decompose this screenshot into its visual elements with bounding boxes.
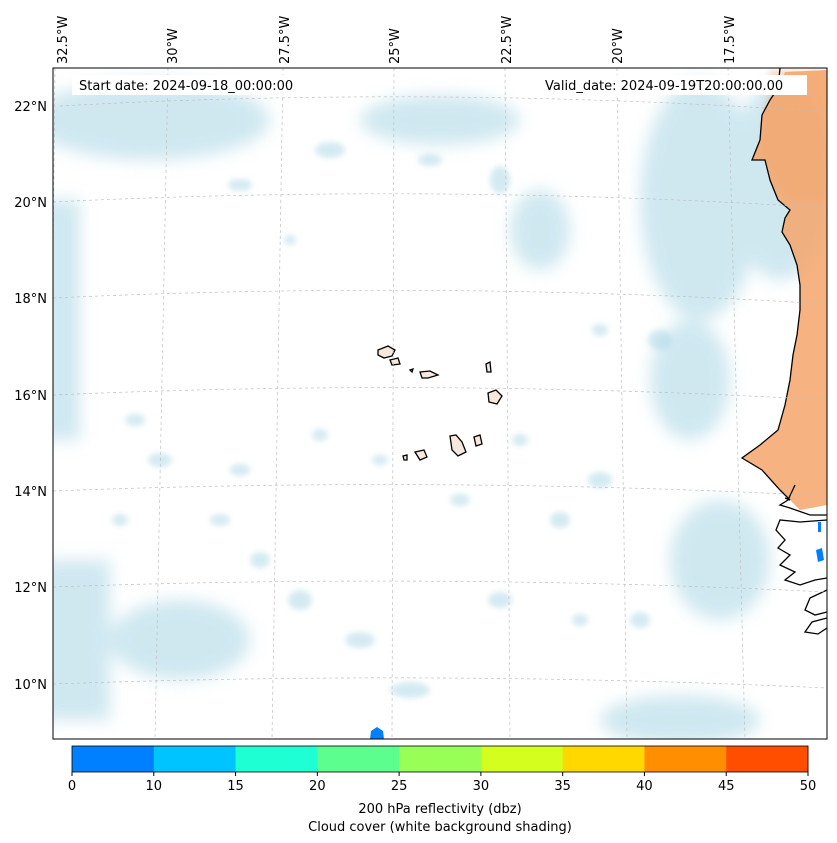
colorbar-tick-label: 25 xyxy=(391,779,408,794)
valid-date-label: Valid_date: 2024-09-19T20:00:00.00 xyxy=(545,79,783,94)
colorbar: 0 10 15 20 25 30 35 40 45 50 xyxy=(68,745,817,794)
colorbar-segment xyxy=(153,746,237,772)
longitude-labels: 32.5°W 30°W 27.5°W 25°W 22.5°W 20°W 17.5… xyxy=(56,16,738,64)
start-date-box xyxy=(72,75,318,95)
colorbar-segment xyxy=(726,746,809,772)
colorbar-segment xyxy=(562,746,645,772)
gridlines xyxy=(53,68,827,739)
lon-label: 27.5°W xyxy=(278,16,293,64)
lon-label: 32.5°W xyxy=(56,16,71,64)
lat-label: 22°N xyxy=(14,100,47,115)
colorbar-tick-label: 20 xyxy=(309,779,326,794)
map-border xyxy=(52,67,828,740)
colorbar-segment xyxy=(317,746,400,772)
lon-label: 22.5°W xyxy=(500,16,515,64)
colorbar-tick-label: 40 xyxy=(636,779,653,794)
colorbar-tick-label: 15 xyxy=(227,779,244,794)
reflectivity-blob-south xyxy=(370,727,384,739)
colorbar-segment xyxy=(235,746,318,772)
colorbar-tick-label: 10 xyxy=(146,779,163,794)
lat-label: 10°N xyxy=(14,678,47,693)
colorbar-segment xyxy=(480,746,564,772)
colorbar-sublabel: Cloud cover (white background shading) xyxy=(308,820,572,835)
colorbar-border xyxy=(71,745,809,773)
reflectivity-blob-east xyxy=(816,548,824,562)
colorbar-segment xyxy=(399,746,482,772)
lat-label: 18°N xyxy=(14,292,47,307)
colorbar-tick-label: 45 xyxy=(718,779,735,794)
colorbar-segment xyxy=(72,746,155,772)
colorbar-tick-label: 30 xyxy=(473,779,490,794)
lon-label: 20°W xyxy=(611,28,626,64)
lat-label: 16°N xyxy=(14,389,47,404)
start-date-label: Start date: 2024-09-18_00:00:00 xyxy=(79,79,293,94)
lon-label: 17.5°W xyxy=(723,16,738,64)
valid-date-box xyxy=(539,75,807,95)
colorbar-segment xyxy=(644,746,727,772)
lon-label: 25°W xyxy=(388,28,403,64)
lon-label: 30°W xyxy=(166,28,181,64)
colorbar-tick-label: 0 xyxy=(68,779,76,794)
lat-label: 14°N xyxy=(14,485,47,500)
latitude-labels: 22°N 20°N 18°N 16°N 14°N 12°N 10°N xyxy=(14,100,47,693)
colorbar-label: 200 hPa reflectivity (dbz) xyxy=(358,802,521,817)
lat-label: 12°N xyxy=(14,581,47,596)
cape-verde-islands xyxy=(377,345,503,461)
lat-label: 20°N xyxy=(14,196,47,211)
colorbar-tick-label: 35 xyxy=(554,779,571,794)
coastline xyxy=(740,68,801,501)
colorbar-tick-label: 50 xyxy=(800,779,817,794)
